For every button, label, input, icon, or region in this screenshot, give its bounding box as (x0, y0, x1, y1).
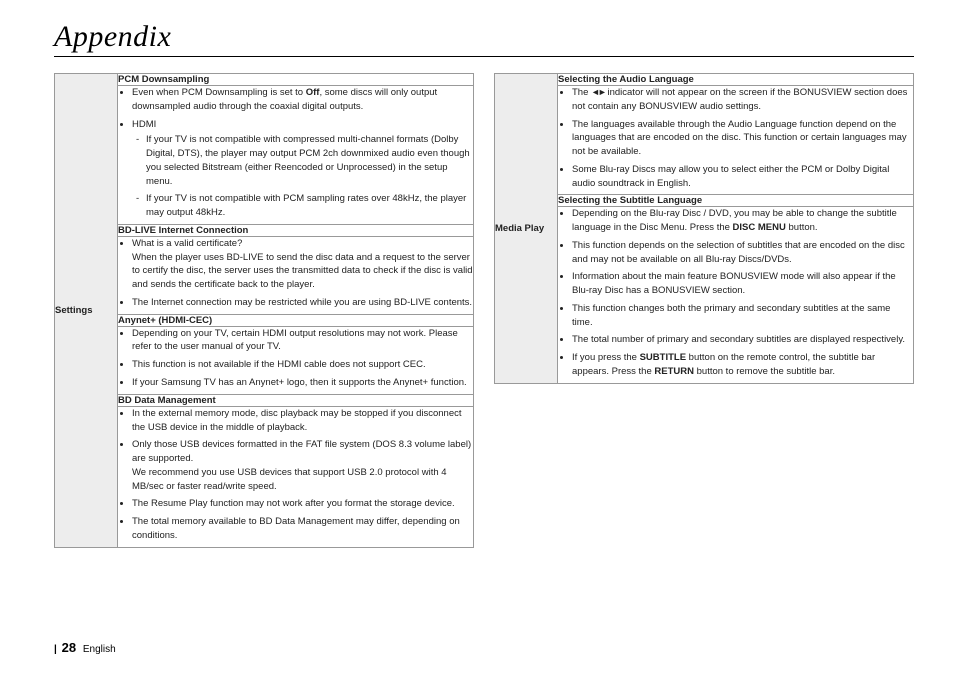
triangle-indicator-icon: ◄► (591, 87, 605, 97)
mediaplay-table: Media Play Selecting the Audio Language … (494, 73, 914, 384)
side-label-mediaplay: Media Play (495, 74, 558, 384)
side-label-settings: Settings (55, 74, 118, 548)
text: Only those USB devices formatted in the … (132, 439, 471, 464)
section-header: BD Data Management (118, 394, 474, 406)
page-title: Appendix (54, 20, 914, 54)
text: The (572, 87, 591, 98)
list-item: Information about the main feature BONUS… (572, 270, 913, 298)
list-item: If you press the SUBTITLE button on the … (572, 351, 913, 379)
bold-text: DISC MENU (733, 222, 786, 233)
section-body: Depending on your TV, certain HDMI outpu… (118, 326, 474, 394)
list-item: In the external memory mode, disc playba… (132, 407, 473, 435)
list-item: Only those USB devices formatted in the … (132, 438, 473, 493)
text: button to remove the subtitle bar. (694, 366, 835, 377)
bold-text: Off (306, 87, 320, 98)
section-header: Selecting the Audio Language (558, 74, 914, 86)
text: If you press the (572, 352, 640, 363)
list-item: If your Samsung TV has an Anynet+ logo, … (132, 376, 473, 390)
list-item: The languages available through the Audi… (572, 118, 913, 159)
section-header: Selecting the Subtitle Language (558, 195, 914, 207)
list-item: This function changes both the primary a… (572, 302, 913, 330)
section-body: Even when PCM Downsampling is set to Off… (118, 86, 474, 225)
text: indicator will not appear on the screen … (572, 87, 907, 112)
footer-bar-icon: | (54, 644, 57, 655)
list-item: The total number of primary and secondar… (572, 333, 913, 347)
page: Appendix Settings PCM Downsampling Even … (0, 0, 954, 673)
text: We recommend you use USB devices that su… (132, 467, 447, 492)
section-body: The ◄► indicator will not appear on the … (558, 86, 914, 195)
list-item: What is a valid certificate? When the pl… (132, 237, 473, 292)
left-column: Settings PCM Downsampling Even when PCM … (54, 73, 474, 548)
page-number: 28 (62, 640, 76, 655)
list-item: The Resume Play function may not work af… (132, 497, 473, 511)
text: HDMI (132, 119, 156, 130)
page-footer: | 28 English (54, 640, 116, 655)
list-item: If your TV is not compatible with PCM sa… (146, 192, 473, 220)
text: What is a valid certificate? (132, 238, 242, 249)
title-rule: Appendix (54, 20, 914, 57)
page-language: English (83, 644, 116, 655)
list-item: The Internet connection may be restricte… (132, 296, 473, 310)
section-body: What is a valid certificate? When the pl… (118, 236, 474, 314)
section-header: Anynet+ (HDMI-CEC) (118, 314, 474, 326)
section-body: In the external memory mode, disc playba… (118, 406, 474, 547)
text: button. (786, 222, 818, 233)
settings-table: Settings PCM Downsampling Even when PCM … (54, 73, 474, 548)
text: Even when PCM Downsampling is set to (132, 87, 306, 98)
list-item: This function depends on the selection o… (572, 239, 913, 267)
list-item: This function is not available if the HD… (132, 358, 473, 372)
bold-text: SUBTITLE (640, 352, 686, 363)
right-column: Media Play Selecting the Audio Language … (494, 73, 914, 548)
list-item: Depending on your TV, certain HDMI outpu… (132, 327, 473, 355)
list-item: The total memory available to BD Data Ma… (132, 515, 473, 543)
list-item: Depending on the Blu-ray Disc / DVD, you… (572, 207, 913, 235)
bold-text: RETURN (654, 366, 694, 377)
list-item: Some Blu-ray Discs may allow you to sele… (572, 163, 913, 191)
list-item: If your TV is not compatible with compre… (146, 133, 473, 188)
list-item: HDMI If your TV is not compatible with c… (132, 118, 473, 220)
list-item: Even when PCM Downsampling is set to Off… (132, 86, 473, 114)
section-body: Depending on the Blu-ray Disc / DVD, you… (558, 207, 914, 383)
text: When the player uses BD-LIVE to send the… (132, 252, 473, 291)
section-header: BD-LIVE Internet Connection (118, 224, 474, 236)
section-header: PCM Downsampling (118, 74, 474, 86)
columns: Settings PCM Downsampling Even when PCM … (54, 73, 914, 548)
list-item: The ◄► indicator will not appear on the … (572, 86, 913, 114)
